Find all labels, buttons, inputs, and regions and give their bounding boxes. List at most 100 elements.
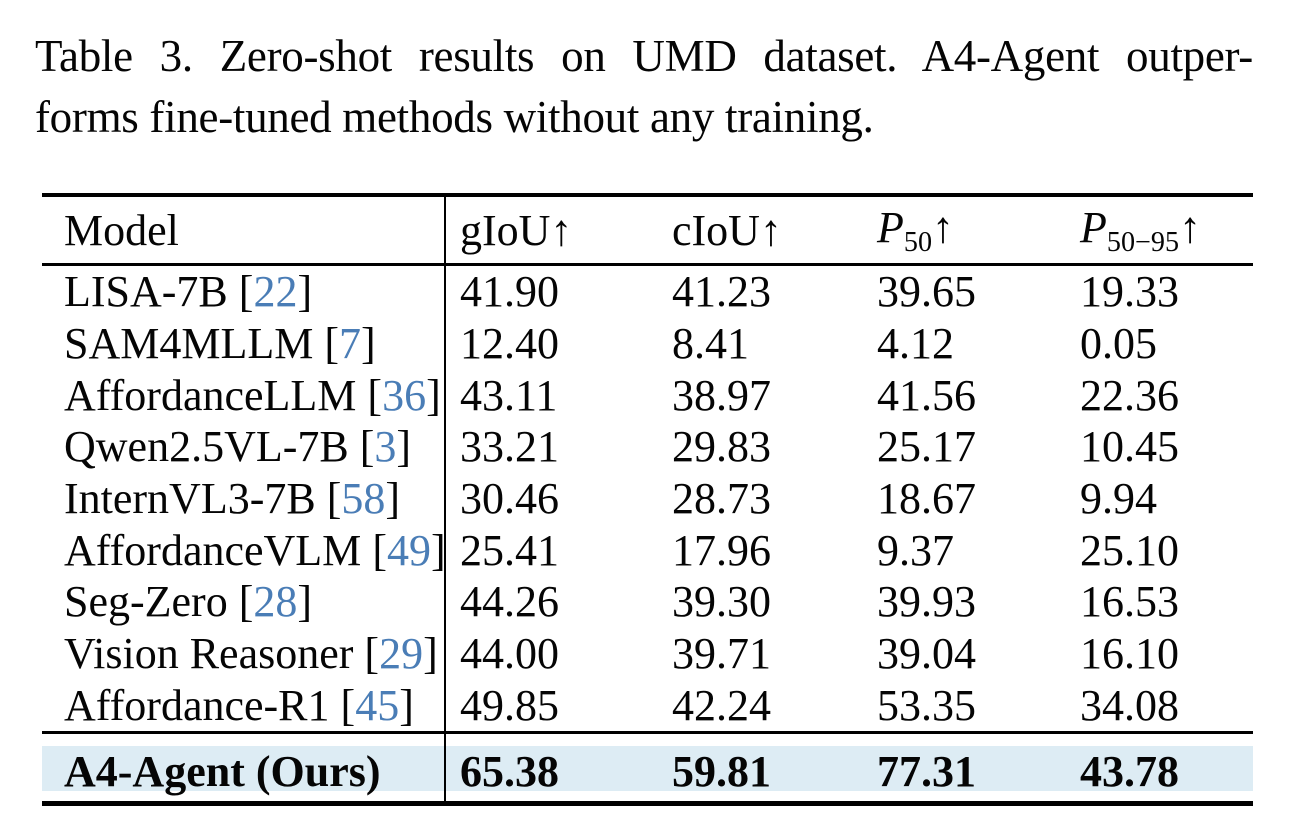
table-row: Qwen2.5VL-7B [3] 33.21 29.83 25.17 10.45: [42, 421, 1253, 473]
p50-95-value: 34.08: [1080, 680, 1179, 730]
p50-value: 39.04: [877, 629, 976, 679]
model-name: AffordanceLLM: [64, 370, 357, 420]
col-header-p50-95: P50−95↑: [1080, 202, 1253, 259]
citation-close-bracket: ]: [361, 319, 376, 369]
table-row: SAM4MLLM [7] 12.40 8.41 4.12 0.05: [42, 318, 1253, 370]
citation-open-bracket: [: [353, 629, 380, 679]
table-row: Seg-Zero [28] 44.26 39.30 39.93 16.53: [42, 576, 1253, 628]
citation-open-bracket: [: [348, 422, 375, 472]
ciou-value: 38.97: [672, 370, 771, 420]
table-row: Vision Reasoner [29] 44.00 39.71 39.04 1…: [42, 628, 1253, 680]
header-rule: [42, 263, 1253, 266]
table-row: InternVL3-7B [58] 30.46 28.73 18.67 9.94: [42, 473, 1253, 525]
citation-open-bracket: [: [313, 319, 340, 369]
p50-value: 25.17: [877, 422, 976, 472]
giou-value: 25.41: [460, 525, 559, 575]
ciou-value: 42.24: [672, 680, 771, 730]
ciou-value: 29.83: [672, 422, 771, 472]
col-header-p50: P50↑: [877, 202, 1080, 259]
model-cell: Vision Reasoner [29]: [42, 628, 444, 679]
ciou-value: 8.41: [672, 319, 749, 369]
citation-open-bracket: [: [329, 680, 356, 730]
p50-value: 41.56: [877, 370, 976, 420]
giou-value: 30.46: [460, 474, 559, 524]
results-table: Model gIoU↑ cIoU↑ P50↑ P50−95↑ LISA-7B […: [42, 193, 1253, 807]
p50-95-value: 9.94: [1080, 474, 1157, 524]
model-cell: Qwen2.5VL-7B [3]: [42, 421, 444, 472]
p50-value: 77.31: [877, 747, 976, 797]
col-header-ciou: cIoU↑: [672, 205, 782, 255]
model-name: Qwen2.5VL-7B: [64, 422, 349, 472]
model-name: LISA-7B: [64, 267, 228, 317]
citation-close-bracket: ]: [430, 525, 446, 575]
p50-symbol: P: [877, 202, 904, 252]
up-arrow-icon: ↑: [932, 202, 955, 252]
citation-open-bracket: [: [227, 577, 254, 627]
p50-95-value: 16.53: [1080, 577, 1179, 627]
table-row: AffordanceLLM [36] 43.11 38.97 41.56 22.…: [42, 369, 1253, 421]
model-cell: AffordanceLLM [36]: [42, 370, 444, 421]
model-name: InternVL3-7B: [64, 474, 316, 524]
p5095-subscript: 50−95: [1106, 226, 1180, 258]
body-bottom-rule: [42, 731, 1253, 735]
citation-close-bracket: ]: [297, 267, 313, 317]
citation-link[interactable]: 28: [253, 577, 298, 627]
model-cell: SAM4MLLM [7]: [42, 318, 444, 369]
p50-value: 39.93: [877, 577, 976, 627]
p50-95-value: 19.33: [1080, 267, 1179, 317]
citation-link[interactable]: 58: [341, 474, 386, 524]
model-cell: AffordanceVLM [49]: [42, 525, 446, 576]
p50-subscript: 50: [903, 226, 933, 258]
table-header-row: Model gIoU↑ cIoU↑ P50↑ P50−95↑: [42, 197, 1253, 263]
table-body: LISA-7B [22] 41.90 41.23 39.65 19.33 SAM…: [42, 266, 1253, 731]
model-name: AffordanceVLM: [64, 525, 362, 575]
model-cell: Seg-Zero [28]: [42, 576, 444, 627]
model-name: Vision Reasoner: [64, 629, 354, 679]
giou-value: 12.40: [460, 319, 559, 369]
citation-close-bracket: ]: [396, 422, 412, 472]
citation-link[interactable]: 49: [386, 525, 431, 575]
citation-close-bracket: ]: [297, 577, 313, 627]
citation-close-bracket: ]: [426, 370, 441, 420]
p50-value: 53.35: [877, 680, 976, 730]
model-cell: InternVL3-7B [58]: [42, 473, 444, 524]
highlight-row-a4-agent: A4-Agent (Ours) 65.38 59.81 77.31 43.78: [42, 746, 1253, 796]
model-cell: LISA-7B [22]: [42, 266, 444, 317]
giou-value: 44.26: [460, 577, 559, 627]
col-header-model: Model: [64, 205, 179, 255]
citation-link[interactable]: 22: [253, 267, 298, 317]
table-row: LISA-7B [22] 41.90 41.23 39.65 19.33: [42, 266, 1253, 318]
citation-open-bracket: [: [361, 525, 387, 575]
model-name: Seg-Zero: [64, 577, 228, 627]
p50-value: 18.67: [877, 474, 976, 524]
ciou-value: 39.71: [672, 629, 771, 679]
p50-value: 9.37: [877, 525, 954, 575]
model-cell: Affordance-R1 [45]: [42, 680, 444, 731]
citation-link[interactable]: 29: [379, 629, 424, 679]
table-row: AffordanceVLM [49] 25.41 17.96 9.37 25.1…: [42, 524, 1253, 576]
citation-link[interactable]: 7: [339, 319, 362, 369]
p50-95-value: 16.10: [1080, 629, 1179, 679]
spacer: [42, 734, 1253, 746]
ciou-value: 41.23: [672, 267, 771, 317]
ciou-value: 59.81: [672, 747, 771, 797]
caption-line-2: forms fine-tuned methods without any tra…: [35, 92, 874, 142]
citation-link[interactable]: 45: [355, 680, 400, 730]
table-row: Affordance-R1 [45] 49.85 42.24 53.35 34.…: [42, 680, 1253, 732]
citation-open-bracket: [: [227, 267, 254, 317]
citation-link[interactable]: 36: [382, 370, 427, 420]
p50-95-value: 25.10: [1080, 525, 1179, 575]
citation-close-bracket: ]: [399, 680, 414, 730]
model-cell: A4-Agent (Ours): [64, 747, 381, 797]
giou-value: 65.38: [460, 747, 559, 797]
ciou-value: 28.73: [672, 474, 771, 524]
ciou-value: 39.30: [672, 577, 771, 627]
ciou-value: 17.96: [672, 525, 771, 575]
citation-close-bracket: ]: [423, 629, 438, 679]
citation-link[interactable]: 3: [374, 422, 397, 472]
giou-value: 43.11: [460, 370, 558, 420]
citation-close-bracket: ]: [385, 474, 401, 524]
giou-value: 33.21: [460, 422, 559, 472]
p50-95-value: 22.36: [1080, 370, 1179, 420]
